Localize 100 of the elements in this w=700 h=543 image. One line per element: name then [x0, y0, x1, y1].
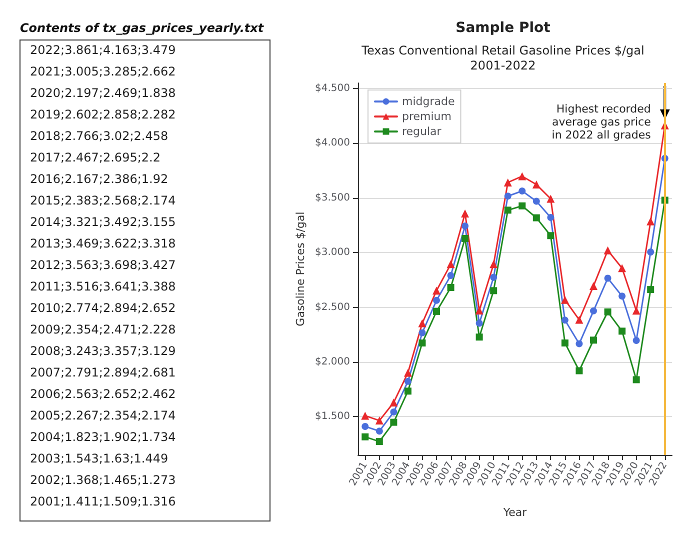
- point: [546, 194, 555, 203]
- legend-label: regular: [402, 125, 442, 138]
- text: 2003;1.543;1.63;1.449: [30, 452, 168, 466]
- point: [647, 248, 654, 256]
- point: [590, 307, 597, 314]
- point: [433, 296, 440, 304]
- y-tick-label: $2.000: [315, 356, 350, 368]
- text: 2010;2.774;2.894;2.652: [30, 301, 176, 315]
- y-tick-label: $3.500: [315, 192, 350, 204]
- point: [618, 292, 626, 300]
- point: [418, 319, 426, 328]
- point: [518, 202, 526, 210]
- point: [561, 316, 568, 324]
- point: [447, 272, 454, 279]
- point: [590, 336, 597, 344]
- point: [418, 339, 426, 346]
- text: Contents of tx_gas_prices_yearly.txt: [20, 21, 265, 35]
- point: [590, 282, 598, 290]
- text: 2004;1.823;1.902;1.734: [30, 430, 176, 444]
- text: 2018;2.766;3.02;2.458: [30, 129, 168, 143]
- y-tick-label: $1.500: [315, 411, 350, 422]
- point: [376, 428, 383, 435]
- point: [476, 320, 483, 327]
- text: 2012;3.563;3.698;3.427: [30, 258, 176, 272]
- point: [462, 234, 469, 242]
- point: [532, 198, 540, 205]
- point: [404, 368, 412, 377]
- chart-title: Sample Plot: [456, 20, 551, 36]
- legend-label: premium: [402, 110, 452, 123]
- text: 2020;2.197;2.469;1.838: [30, 86, 176, 100]
- point: [432, 286, 440, 295]
- text: 2011;3.516;3.641;3.388: [30, 280, 176, 294]
- point: [632, 306, 640, 315]
- text: 2014;3.321;3.492;3.155: [30, 215, 176, 229]
- point: [504, 192, 512, 200]
- point: [518, 172, 526, 180]
- text: 2022;3.861;4.163;3.479: [30, 43, 176, 57]
- point: [447, 284, 454, 291]
- y-tick-label: $3.000: [315, 247, 350, 258]
- point: [547, 232, 554, 240]
- text: 2001;1.411;1.509;1.316: [30, 494, 176, 508]
- text: 2009;2.354;2.471;2.228: [30, 322, 176, 336]
- point: [532, 214, 540, 222]
- legend-label: midgrade: [402, 95, 455, 108]
- point: [560, 296, 569, 304]
- point: [604, 246, 612, 254]
- point: [632, 336, 640, 344]
- point: [433, 308, 440, 315]
- chart-subtitle: Texas Conventional Retail Gasoline Prices $/gal 2001-2022: [360, 44, 644, 72]
- point: [647, 286, 654, 294]
- point: [547, 214, 554, 221]
- point: [390, 418, 398, 426]
- point: [390, 398, 398, 406]
- point: [561, 339, 568, 346]
- y-tick-label: $4.500: [315, 82, 350, 94]
- point: [604, 308, 612, 316]
- text: 2008;3.243;3.357;3.129: [30, 344, 176, 358]
- point: [632, 376, 640, 384]
- text: 2019;2.602;2.858;2.282: [30, 108, 176, 122]
- y-tick-label: $4.000: [315, 138, 350, 149]
- point: [532, 180, 540, 189]
- point: [462, 222, 469, 230]
- text: 2016;2.167;2.386;1.92: [30, 172, 168, 186]
- point: [418, 329, 426, 336]
- text: 2006;2.563;2.652;2.462: [30, 387, 176, 401]
- text: 2005;2.267;2.354;2.174: [30, 408, 176, 422]
- point: [362, 433, 369, 440]
- annotation: Highest recorded average gas price in 2022 all grades: [552, 102, 652, 142]
- point: [476, 334, 483, 341]
- point: [404, 378, 412, 385]
- point: [504, 178, 512, 186]
- point: [575, 316, 584, 324]
- text: 2021;3.005;3.285;2.662: [30, 64, 176, 78]
- point: [361, 412, 370, 420]
- point: [646, 217, 655, 226]
- text: 2015;2.383;2.568;2.174: [30, 194, 176, 208]
- point: [446, 260, 455, 268]
- text: 2013;3.469;3.622;3.318: [30, 236, 176, 250]
- point: [504, 206, 512, 214]
- point: [461, 210, 470, 218]
- point: [618, 328, 626, 335]
- point: [576, 340, 583, 348]
- point: [362, 422, 369, 430]
- y-tick-label: $2.500: [315, 302, 350, 313]
- point: [618, 264, 626, 272]
- point: [375, 416, 384, 425]
- point: [576, 367, 583, 374]
- point: [490, 260, 498, 268]
- y-axis-title: Gasoline Prices $/gal: [294, 212, 307, 326]
- text: 2017;2.467;2.695;2.2: [30, 150, 160, 164]
- point: [604, 274, 612, 282]
- x-axis-title: Year: [502, 506, 528, 519]
- point: [518, 187, 526, 194]
- text: 2002;1.368;1.465;1.273: [30, 473, 176, 487]
- point: [376, 438, 383, 446]
- point: [404, 388, 412, 395]
- point: [490, 274, 498, 281]
- point: [490, 287, 498, 294]
- point: [390, 408, 398, 416]
- text: 2007;2.791;2.894;2.681: [30, 366, 176, 380]
